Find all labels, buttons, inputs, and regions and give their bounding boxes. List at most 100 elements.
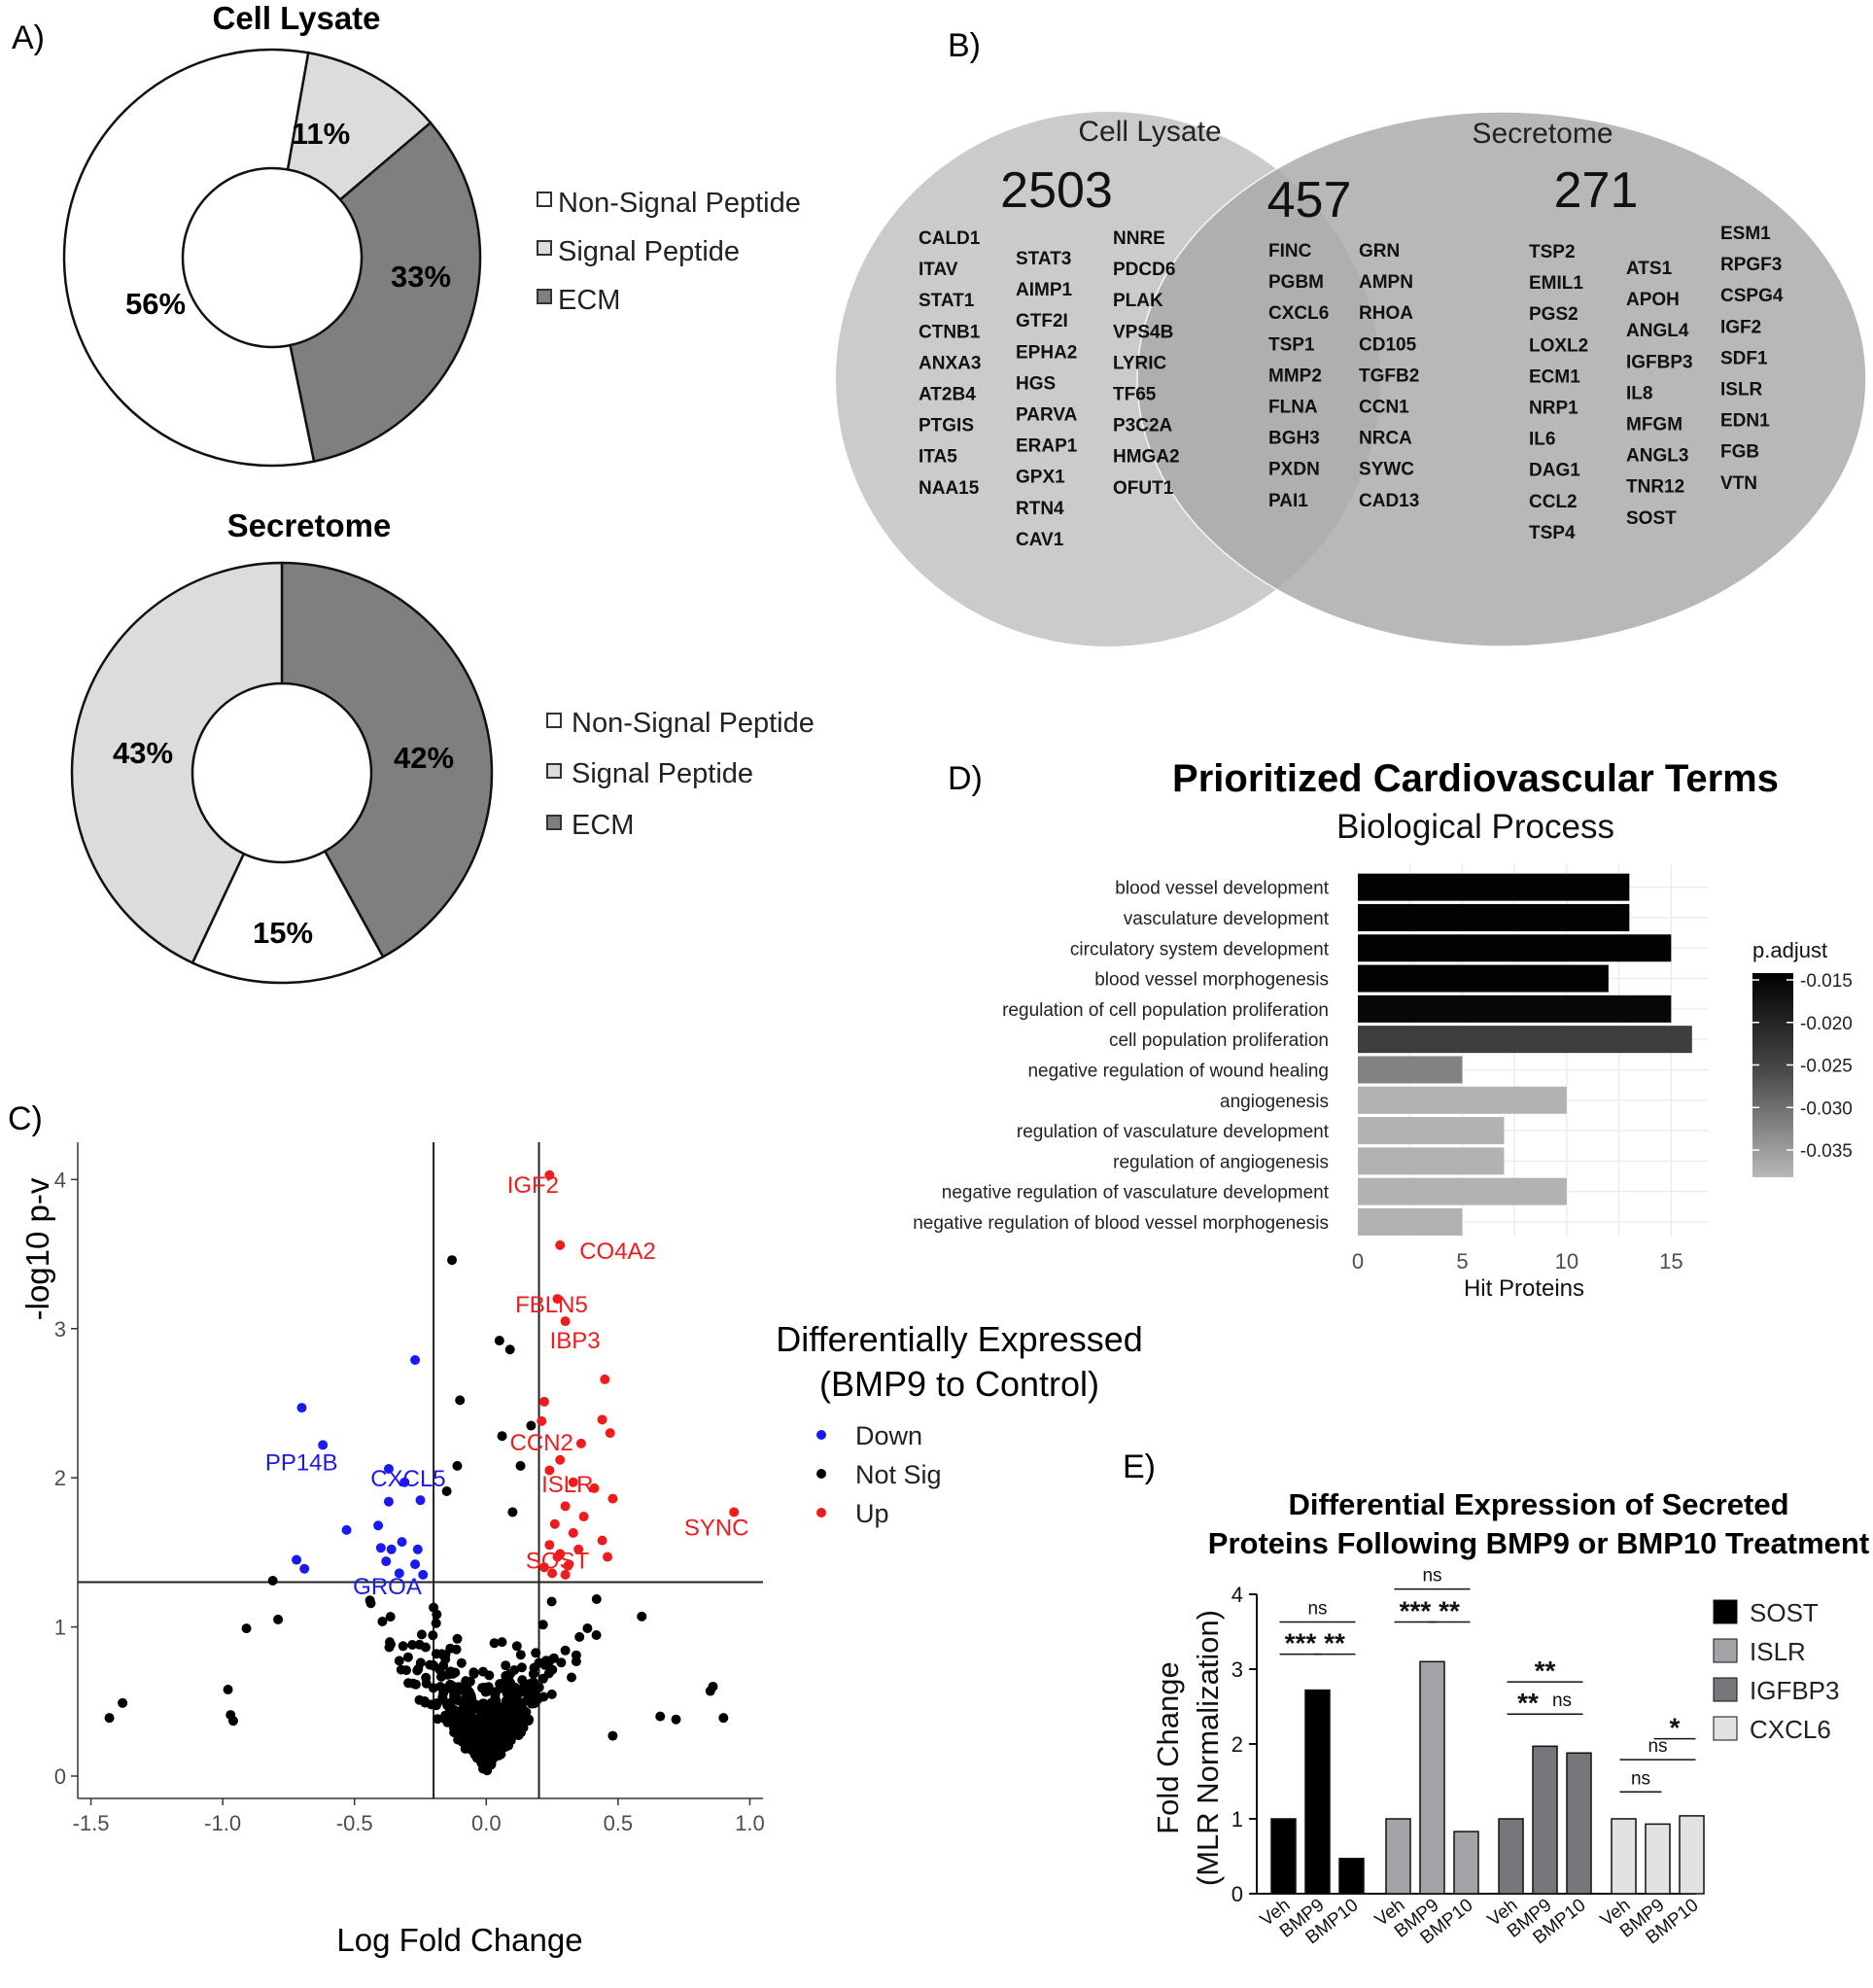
volcano-point-down xyxy=(383,1496,394,1507)
volcano-point-up xyxy=(600,1374,610,1384)
volcano-ytick-label: 3 xyxy=(54,1317,66,1342)
venn-lysate-gene: ANXA3 xyxy=(919,353,981,373)
donut-slice-non-signal-peptide xyxy=(62,48,316,468)
volcano-point-not-sig xyxy=(546,1596,557,1607)
venn-lysate-gene: VPS4B xyxy=(1113,322,1173,342)
volcano-point-not-sig xyxy=(466,1731,476,1742)
legend-dot-notsig xyxy=(816,1469,826,1479)
volcano-point-not-sig xyxy=(420,1697,431,1708)
volcano-point-not-sig xyxy=(591,1594,602,1604)
volcano-point-not-sig xyxy=(445,1643,456,1654)
fc-ylabel-1: Fold Change xyxy=(1151,1661,1185,1834)
venn-overlap-gene: CAD13 xyxy=(1359,491,1419,511)
volcano-point-not-sig xyxy=(517,1675,528,1686)
volcano-point-not-sig xyxy=(241,1623,252,1634)
volcano-point-not-sig xyxy=(401,1665,411,1676)
volcano-point-not-sig xyxy=(503,1691,513,1701)
fc-bar-islr xyxy=(1419,1660,1445,1895)
volcano-ytick-label: 0 xyxy=(54,1764,66,1789)
volcano-point-not-sig xyxy=(708,1681,718,1692)
venn-secretome-gene: ESM1 xyxy=(1720,224,1771,244)
donut-slice-signal-peptide xyxy=(286,51,433,202)
volcano-point-not-sig xyxy=(223,1685,233,1695)
go-bar-chart: Prioritized Cardiovascular Terms Biologi… xyxy=(913,757,1853,1302)
go-bar xyxy=(1358,873,1630,901)
venn-overlap-gene: SYWC xyxy=(1359,460,1414,480)
venn-secretome-gene: ANGL3 xyxy=(1626,446,1688,467)
fc-sig-label: ns xyxy=(1422,1566,1441,1587)
venn-lysate-gene: RTN4 xyxy=(1016,499,1064,519)
venn-secretome-gene: ANGL4 xyxy=(1626,321,1689,341)
volcano-point-not-sig xyxy=(528,1677,538,1688)
volcano-xlabel: Log Fold Change xyxy=(336,1922,582,1958)
volcano-point-not-sig xyxy=(485,1747,496,1758)
venn-overlap-gene: CD105 xyxy=(1359,334,1417,355)
go-category-label: cell population proliferation xyxy=(1109,1030,1329,1051)
volcano-point-not-sig xyxy=(526,1420,537,1431)
volcano-legend-title-2: (BMP9 to Control) xyxy=(819,1364,1099,1404)
donut-slice-non-signal-peptide xyxy=(191,849,385,985)
donut-lysate-legend: Non-Signal Peptide Signal Peptide ECM xyxy=(537,188,801,316)
go-bar xyxy=(1358,1086,1567,1114)
donut-chart-lysate: Cell Lysate 11% 33% 56% xyxy=(62,0,482,468)
volcano-point-not-sig xyxy=(505,1735,516,1746)
venn-overlap-gene: PAI1 xyxy=(1268,491,1308,511)
volcano-point-not-sig xyxy=(416,1629,427,1640)
volcano-point-up xyxy=(552,1294,563,1305)
volcano-point-not-sig xyxy=(457,1726,468,1736)
venn-overlap-gene: AMPN xyxy=(1359,272,1413,293)
volcano-point-not-sig xyxy=(433,1714,443,1725)
fc-sig-label: ** xyxy=(1324,1628,1345,1658)
go-category-label: blood vessel morphogenesis xyxy=(1094,970,1329,991)
volcano-point-not-sig xyxy=(497,1431,507,1442)
volcano-point-not-sig xyxy=(511,1641,522,1652)
venn-secretome-gene: IGFBP3 xyxy=(1626,352,1693,372)
venn-lysate-name: Cell Lysate xyxy=(1078,116,1221,148)
venn-lysate-gene: OFUT1 xyxy=(1113,478,1174,499)
volcano-point-not-sig xyxy=(414,1639,425,1650)
volcano-point-not-sig xyxy=(671,1714,681,1725)
volcano-point-down xyxy=(418,1569,429,1580)
fc-sig-label: ns xyxy=(1552,1691,1572,1711)
volcano-point-not-sig xyxy=(505,1668,516,1679)
volcano-xtick-label: 0.0 xyxy=(471,1811,502,1835)
volcano-point-not-sig xyxy=(571,1650,581,1660)
volcano-point-up xyxy=(549,1518,560,1529)
volcano-point-not-sig xyxy=(538,1620,548,1630)
venn-lysate-gene: EPHA2 xyxy=(1016,342,1077,363)
venn-lysate-gene: STAT3 xyxy=(1016,249,1071,269)
volcano-point-up xyxy=(573,1544,584,1554)
volcano-point-not-sig xyxy=(421,1678,432,1689)
legend-label-down: Down xyxy=(855,1421,922,1450)
donut-lysate-label-signal: 11% xyxy=(292,117,350,151)
donut-secretome-title: Secretome xyxy=(227,507,392,543)
go-category-label: regulation of vasculature development xyxy=(1017,1122,1330,1142)
fc-title-2: Proteins Following BMP9 or BMP10 Treatme… xyxy=(1208,1526,1869,1560)
venn-secretome-gene: TNR12 xyxy=(1626,477,1684,498)
fc-sig-label: *** xyxy=(1285,1628,1317,1658)
volcano-gene-label: CCN2 xyxy=(510,1430,573,1456)
volcano-point-not-sig xyxy=(556,1657,567,1668)
legend-label-signal: Signal Peptide xyxy=(558,236,740,267)
volcano-point-not-sig xyxy=(529,1662,539,1673)
volcano-ytick-label: 2 xyxy=(54,1466,66,1490)
venn-secretome-gene: TSP4 xyxy=(1529,523,1576,543)
venn-lysate-gene: CAV1 xyxy=(1016,530,1064,550)
go-bar xyxy=(1358,994,1672,1023)
go-category-label: negative regulation of blood vessel morp… xyxy=(913,1213,1329,1234)
volcano-point-down xyxy=(318,1440,329,1450)
venn-secretome-gene: CCL2 xyxy=(1529,492,1578,512)
volcano-point-up xyxy=(568,1527,578,1538)
colorbar-title: p.adjust xyxy=(1752,938,1827,962)
volcano-point-not-sig xyxy=(511,1709,522,1720)
volcano-point-up xyxy=(555,1239,566,1250)
volcano-point-down xyxy=(410,1559,421,1570)
venn-secretome-gene: FGB xyxy=(1720,442,1759,463)
legend-dot-up xyxy=(816,1508,826,1517)
venn-secretome-gene: EMIL1 xyxy=(1529,273,1583,294)
go-bar xyxy=(1358,964,1609,993)
volcano-point-not-sig xyxy=(533,1694,542,1705)
fc-ytick-label: 0 xyxy=(1231,1882,1243,1906)
fc-bar-cxcl6 xyxy=(1611,1818,1637,1895)
volcano-point-not-sig xyxy=(465,1676,475,1687)
